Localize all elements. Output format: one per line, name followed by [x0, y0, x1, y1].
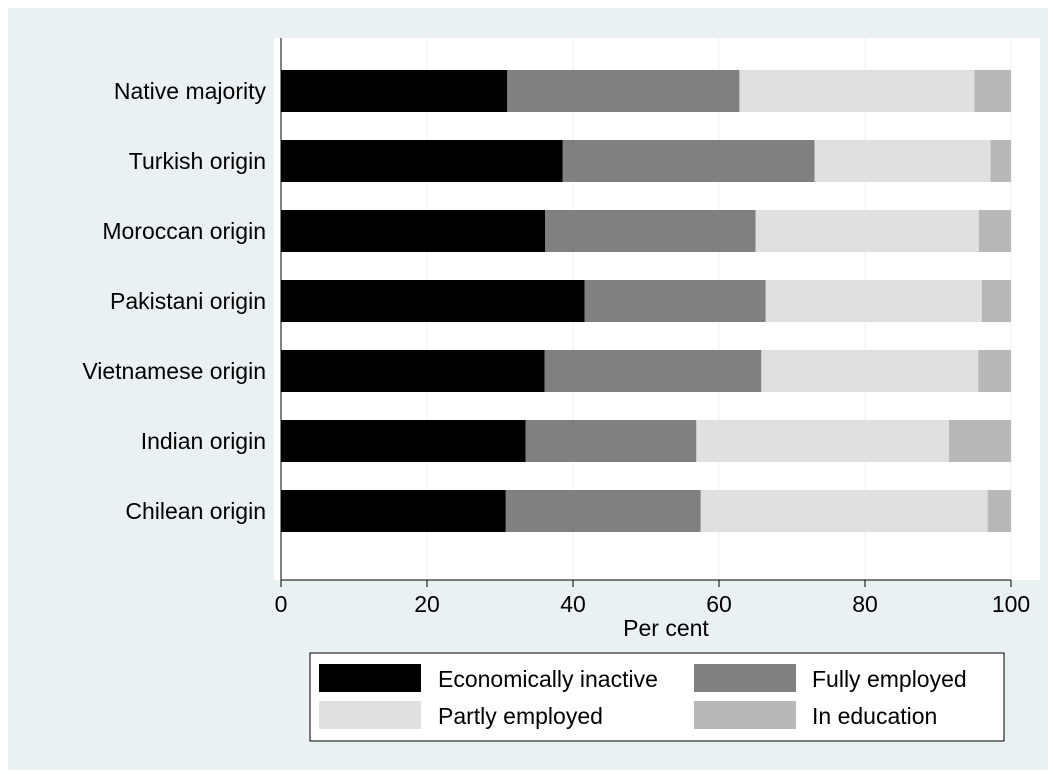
legend-swatch-partly-employed — [319, 701, 421, 729]
chart-frame: Native majority Turkish origin Moroccan or… — [8, 8, 1048, 770]
bar-in-education — [978, 210, 1011, 252]
bar-fully-employed — [584, 280, 766, 322]
legend-box — [309, 652, 1005, 742]
bar-partly-employed — [814, 140, 991, 182]
bar-partly-employed — [700, 490, 988, 532]
category-label: Moroccan origin — [102, 218, 266, 244]
legend-swatch-economically-inactive — [319, 664, 421, 692]
legend-label: In education — [812, 703, 937, 729]
bar-fully-employed — [545, 210, 756, 252]
bar-economically-inactive — [281, 140, 563, 182]
bar-economically-inactive — [281, 350, 545, 392]
bar-fully-employed — [544, 350, 762, 392]
legend-label: Partly employed — [438, 703, 603, 729]
x-tick-label: 0 — [275, 591, 288, 617]
bar-economically-inactive — [281, 280, 585, 322]
category-label: Indian origin — [141, 428, 266, 454]
x-tick-label: 20 — [414, 591, 440, 617]
bar-partly-employed — [739, 70, 975, 112]
bar-in-education — [978, 350, 1011, 392]
bar-in-education — [981, 280, 1011, 322]
legend-label: Economically inactive — [438, 666, 658, 692]
legend-label: Fully employed — [812, 666, 967, 692]
bar-partly-employed — [761, 350, 979, 392]
legend-swatch-fully-employed — [694, 664, 796, 692]
bar-fully-employed — [507, 70, 740, 112]
bar-partly-employed — [696, 420, 949, 462]
x-tick-label: 80 — [852, 591, 878, 617]
bar-partly-employed — [765, 280, 982, 322]
x-tick-label: 40 — [560, 591, 586, 617]
bar-in-education — [948, 420, 1011, 462]
category-label: Turkish origin — [129, 148, 266, 174]
bar-partly-employed — [755, 210, 979, 252]
legend-swatch-in-education — [694, 701, 796, 729]
x-tick-label: 60 — [706, 591, 732, 617]
x-tick-label: 100 — [992, 591, 1030, 617]
category-label: Native majority — [114, 78, 267, 104]
x-axis-label: Per cent — [623, 615, 709, 641]
bar-in-education — [974, 70, 1011, 112]
bar-economically-inactive — [281, 420, 526, 462]
category-label: Pakistani origin — [110, 288, 266, 314]
chart: Native majority Turkish origin Moroccan or… — [82, 38, 1040, 742]
category-label: Chilean origin — [125, 498, 266, 524]
bar-economically-inactive — [281, 490, 506, 532]
legend: Economically inactive Fully employed Partl… — [309, 652, 1005, 742]
bar-in-education — [990, 140, 1011, 182]
bar-economically-inactive — [281, 210, 546, 252]
bar-economically-inactive — [281, 70, 508, 112]
bar-in-education — [987, 490, 1011, 532]
bar-fully-employed — [562, 140, 815, 182]
bar-fully-employed — [525, 420, 697, 462]
category-label: Vietnamese origin — [82, 358, 266, 384]
bar-fully-employed — [505, 490, 701, 532]
